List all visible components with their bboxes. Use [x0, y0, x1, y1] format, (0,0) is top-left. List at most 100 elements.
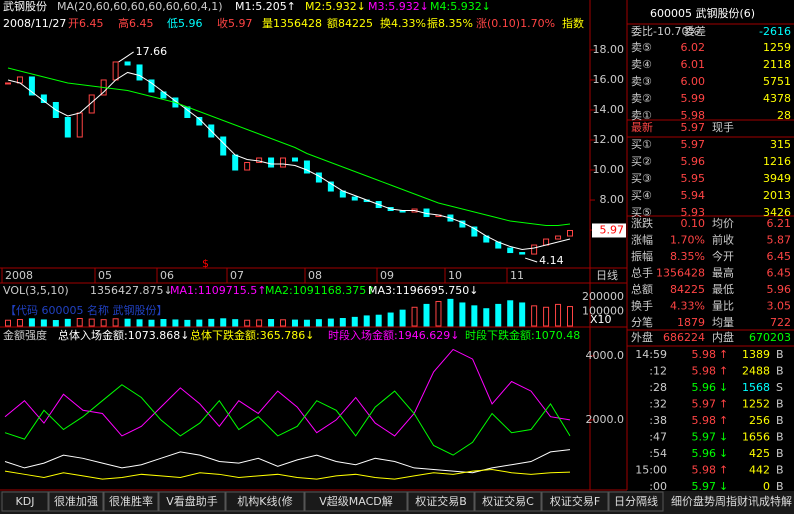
- tab-label[interactable]: 权证交易F: [550, 494, 600, 508]
- stat-value: 6.45: [767, 267, 792, 280]
- candle: [5, 82, 11, 85]
- stat-label: 最高: [712, 266, 734, 280]
- volume-bar: [208, 318, 215, 327]
- month-label: 09: [380, 269, 394, 282]
- volume-bar: [256, 319, 263, 327]
- volume-bar: [184, 319, 191, 327]
- tab-label[interactable]: 日分隔线: [614, 494, 658, 508]
- tab-label[interactable]: 很准加强: [54, 494, 98, 508]
- tab[interactable]: [474, 491, 542, 512]
- y-tick-label: 8.00: [600, 193, 625, 206]
- tick-price: 5.97: [692, 398, 717, 411]
- y-tick-label: 12.00: [593, 133, 625, 146]
- tab[interactable]: [304, 491, 408, 512]
- scale-label: X10: [590, 313, 612, 326]
- quote-price: 5.99: [681, 92, 706, 105]
- tab-label[interactable]: V看盘助手: [166, 494, 218, 508]
- pointer: [525, 257, 538, 263]
- stat-label: 涨跌: [631, 216, 653, 230]
- tick-arrow: ↑: [719, 464, 728, 477]
- quote-price: 5.93: [681, 206, 706, 219]
- stat-value: 84225: [670, 283, 705, 296]
- y-tick-label: 10.00: [593, 163, 625, 176]
- tick-time: :47: [649, 431, 667, 444]
- right-tabs[interactable]: 细价盘势周指财讯成特解: [671, 494, 792, 508]
- tab[interactable]: [225, 491, 305, 512]
- tick-price: 5.98: [692, 365, 717, 378]
- tick-volume: 1568: [742, 381, 770, 394]
- tab-label[interactable]: 很准胜率: [109, 494, 153, 508]
- ratio-label: 委比-10.70%: [631, 25, 699, 38]
- tab-label[interactable]: 权证交易B: [415, 494, 467, 508]
- candle: [220, 136, 227, 156]
- stat-label: 量比: [712, 300, 734, 313]
- candle: [268, 157, 275, 168]
- volume-bar: [339, 318, 346, 327]
- quote-label: 买④: [631, 189, 652, 202]
- header-item: 收5.97: [217, 16, 253, 30]
- volume-bar: [327, 318, 334, 327]
- volume-bar: [543, 306, 550, 327]
- candle: [88, 94, 95, 114]
- tick-arrow: ↓: [719, 431, 728, 444]
- tick-price: 5.96: [692, 447, 717, 460]
- y-tick-label: 2000.0: [586, 413, 625, 426]
- quote-label: 卖④: [631, 58, 652, 71]
- header-item: 涨(0.10)1.70%: [476, 17, 555, 30]
- ratio-label: 委差: [684, 24, 706, 38]
- tab[interactable]: [103, 491, 159, 512]
- tab[interactable]: [541, 491, 609, 512]
- tab-label[interactable]: 机构K线(修: [237, 494, 293, 508]
- volume-bar: [483, 308, 490, 327]
- tick-time: :00: [649, 480, 667, 493]
- tab-label[interactable]: 权证交易C: [482, 494, 534, 508]
- period-label: 日线: [596, 268, 618, 282]
- tab[interactable]: [158, 491, 226, 512]
- volume-title: 1356427.875↓: [90, 284, 173, 297]
- header-item: 低5.96: [167, 17, 203, 30]
- header-item: 指数: [562, 16, 584, 30]
- month-label: 08: [308, 269, 322, 282]
- volume-bar: [280, 319, 287, 327]
- tick-volume: 425: [749, 447, 770, 460]
- ma-line: [7, 71, 571, 251]
- latest-price: 5.97: [681, 121, 706, 134]
- volume-bar: [244, 319, 251, 327]
- quote-label: 买③: [631, 172, 652, 185]
- tick-volume: 442: [749, 464, 770, 477]
- indicator-title: 时段下跌金额:1070.48: [465, 328, 580, 342]
- month-label: 11: [510, 269, 524, 282]
- marker: $: [202, 257, 209, 270]
- volume-bar: [16, 319, 23, 327]
- volume-bar: [375, 314, 382, 327]
- quote-label: 卖①: [631, 109, 652, 122]
- volume-bar: [351, 316, 358, 327]
- tab-label[interactable]: V超级MACD解: [319, 494, 393, 508]
- tab[interactable]: [407, 491, 475, 512]
- stat-value: 6.21: [767, 217, 792, 230]
- stat-label: 今开: [712, 249, 734, 263]
- ma-line: [7, 67, 571, 227]
- volume-bar: [148, 319, 155, 327]
- quote-volume: 5751: [763, 75, 791, 88]
- tab-label[interactable]: KDJ: [16, 495, 35, 508]
- last-label: 5.97: [600, 223, 625, 236]
- volume-bar: [423, 303, 430, 327]
- tab[interactable]: [48, 491, 104, 512]
- tick-time: 14:59: [635, 348, 667, 361]
- tab[interactable]: [608, 491, 664, 512]
- low-label: 4.14: [539, 254, 564, 267]
- stat-label: 均价: [712, 217, 734, 230]
- quote-price: 6.00: [681, 75, 706, 88]
- volume-bar: [315, 319, 322, 327]
- tab[interactable]: [1, 491, 49, 512]
- tick-time: :54: [649, 447, 667, 460]
- tick-arrow: ↑: [719, 398, 728, 411]
- volume-bar: [124, 318, 131, 327]
- stat-label: 涨幅: [631, 234, 653, 247]
- header-item: M1:5.205↑: [235, 0, 296, 13]
- tick-side: B: [776, 480, 784, 493]
- quote-label: 买②: [631, 155, 652, 168]
- candle: [64, 116, 71, 138]
- tick-price: 5.98: [692, 414, 717, 427]
